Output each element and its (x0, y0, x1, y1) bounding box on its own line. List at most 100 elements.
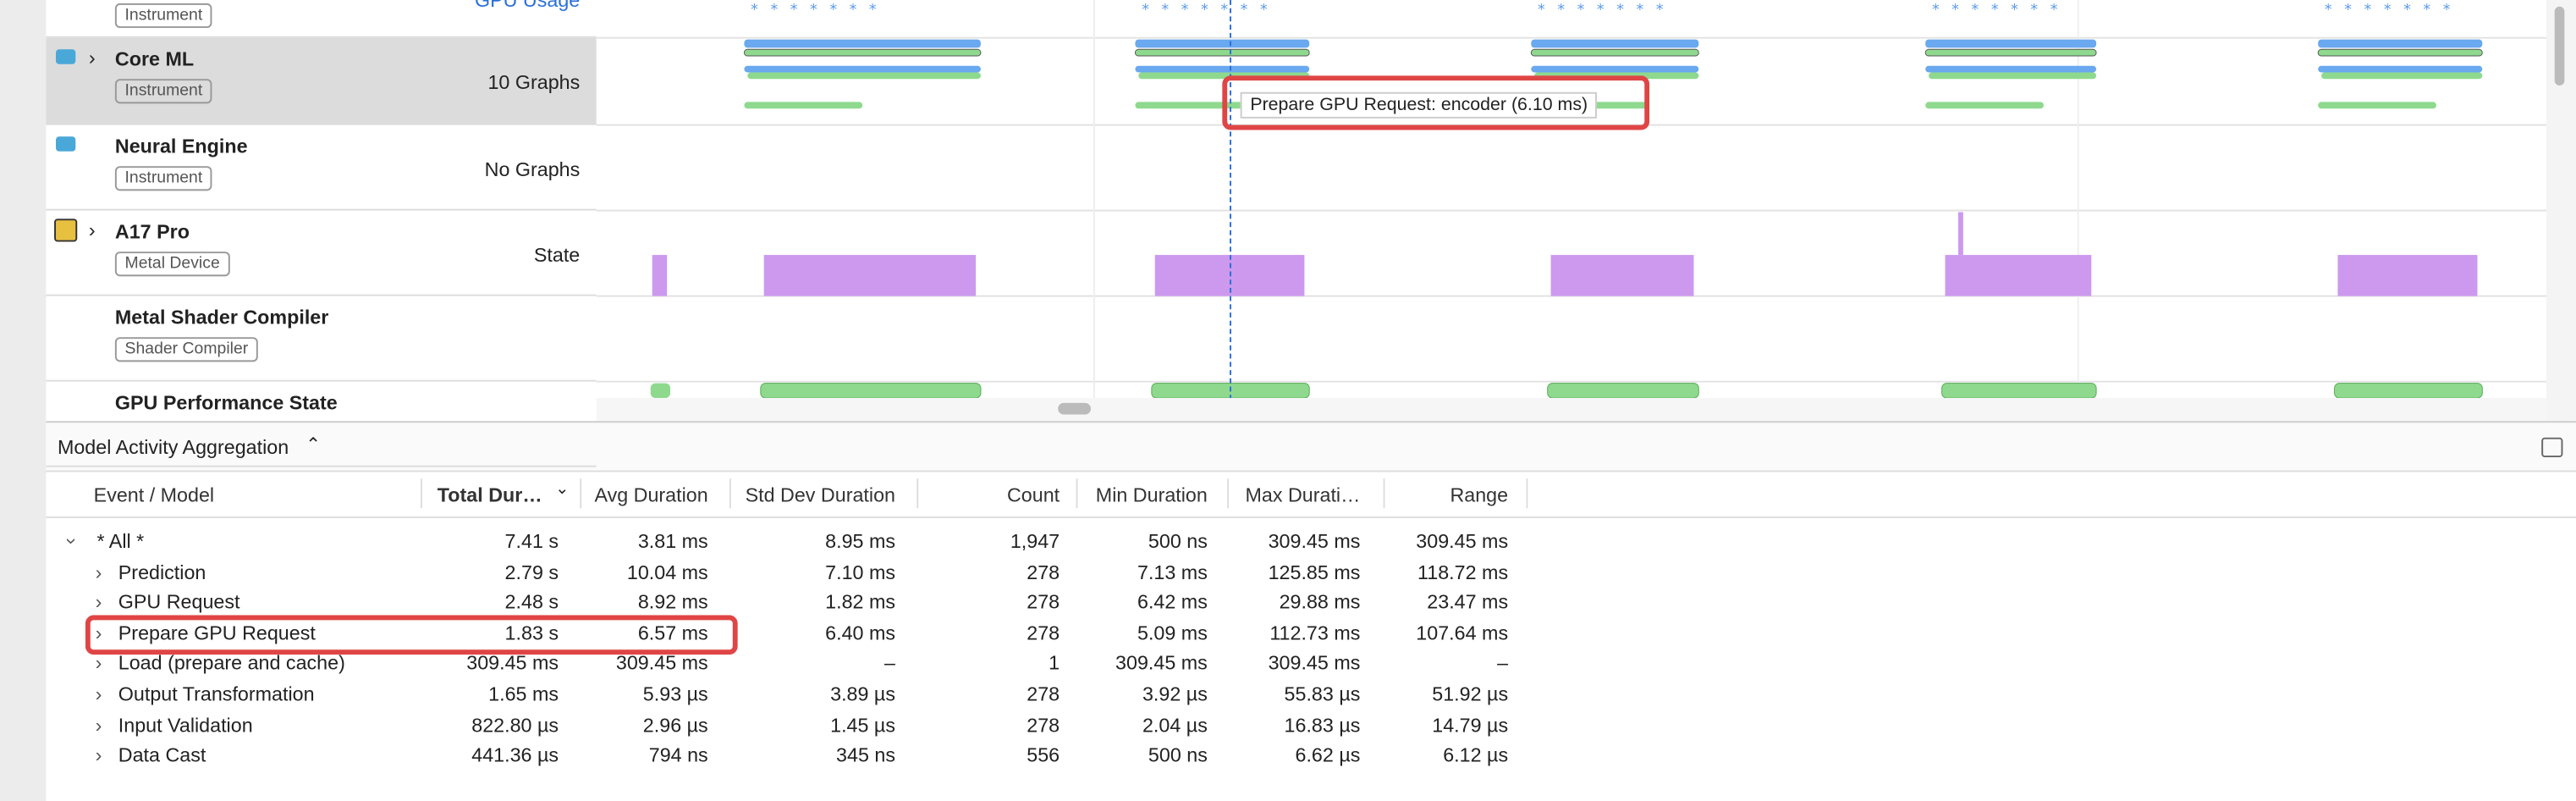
track-badge: Metal Device (114, 251, 230, 277)
table-cell: 278 (1027, 682, 1060, 706)
table-cell: 6.12 µs (1443, 743, 1509, 767)
table-cell: 23.47 ms (1427, 590, 1509, 614)
column-header[interactable]: Avg Duration (594, 483, 708, 507)
table-cell: 7.41 s (504, 529, 559, 553)
event-flag: ⁎ (2423, 0, 2430, 14)
event-flag: ⁎ (1557, 0, 1565, 14)
track-name: A17 Pro (114, 220, 190, 244)
table-cell: Data Cast (118, 743, 206, 767)
event-flag: ⁎ (1538, 0, 1545, 14)
panel-title[interactable]: Model Activity Aggregation (57, 435, 289, 459)
event-flag: ⁎ (751, 0, 758, 14)
green-state (1547, 383, 1699, 399)
green-interval (2321, 72, 2483, 80)
column-separator (420, 478, 422, 509)
table-cell: 309.45 ms (1268, 529, 1361, 553)
column-separator (1383, 478, 1385, 509)
table-cell: Prepare GPU Request (118, 621, 316, 645)
event-flag: ⁎ (1161, 0, 1169, 14)
disclosure[interactable]: › (95, 651, 102, 676)
column-header[interactable]: Total Dur… (437, 483, 542, 507)
column-header[interactable]: Min Duration (1095, 483, 1208, 507)
event-flag: ⁎ (1220, 0, 1228, 14)
table-cell: 2.48 s (504, 590, 559, 614)
column-separator (1076, 478, 1078, 509)
event-flag: ⁎ (2443, 0, 2451, 14)
green-state (760, 383, 982, 399)
h-scrollbar (596, 398, 2547, 422)
track-row: GPU Performance State (46, 382, 597, 467)
track-icon (56, 49, 76, 64)
blue-interval (2318, 65, 2483, 73)
purple-state (1550, 255, 1694, 296)
event-flag: ⁎ (810, 0, 817, 14)
track-name: Metal Shader Compiler (114, 306, 329, 329)
event-flag: ⁎ (1142, 0, 1149, 14)
green-interval (2318, 102, 2436, 109)
event-flag: ⁎ (1616, 0, 1624, 14)
table-cell: 6.57 ms (637, 621, 708, 645)
event-flag: ⁎ (790, 0, 798, 14)
table-cell: 112.73 ms (1269, 621, 1361, 645)
column-separator (729, 478, 731, 509)
event-flag: ⁎ (2384, 0, 2392, 14)
green-interval (2317, 48, 2483, 57)
disclosure[interactable]: › (95, 560, 102, 583)
track-name: Core ML (114, 47, 195, 71)
table-cell: 55.83 µs (1284, 682, 1361, 706)
inspector-toggle[interactable] (2541, 437, 2563, 458)
table-cell: 309.45 ms (466, 651, 559, 676)
table-cell: Load (prepare and cache) (118, 651, 345, 676)
column-header[interactable]: Range (1450, 483, 1509, 507)
green-interval (744, 102, 863, 109)
column-header[interactable]: Event / Model (93, 483, 215, 507)
table-cell: 5.93 µs (642, 682, 708, 706)
column-header[interactable]: Std Dev Duration (745, 483, 896, 507)
table-cell: 309.45 ms (615, 651, 708, 676)
blue-interval (1925, 65, 2097, 73)
track-icon (56, 136, 76, 152)
green-interval (747, 72, 981, 80)
column-header[interactable]: Max Durati… (1245, 483, 1361, 507)
table-cell: 794 ns (648, 743, 708, 767)
disclosure[interactable]: › (95, 743, 102, 767)
event-flag: ⁎ (1260, 0, 1268, 14)
purple-state (1958, 212, 1963, 256)
disclosure[interactable]: › (88, 218, 96, 242)
track-detail: No Graphs (484, 157, 581, 181)
disclosure[interactable]: › (95, 621, 102, 645)
disclosure[interactable]: › (95, 682, 102, 706)
table-cell: 125.85 ms (1268, 560, 1361, 583)
disclosure[interactable]: › (95, 713, 102, 737)
table-cell: 309.45 ms (1268, 651, 1361, 676)
table-cell: Output Transformation (118, 682, 315, 706)
event-flag: ⁎ (1951, 0, 1959, 14)
table-cell: 3.89 µs (830, 682, 896, 706)
table-cell: – (884, 651, 896, 676)
table-cell: 8.95 ms (825, 529, 896, 553)
event-flag: ⁎ (1991, 0, 1999, 14)
purple-state (652, 255, 668, 296)
green-state (1941, 383, 2097, 399)
table-cell: Prediction (118, 560, 206, 583)
column-separator (580, 478, 582, 509)
disclosure[interactable]: › (95, 590, 102, 614)
table-cell: 6.62 µs (1295, 743, 1361, 767)
table-cell: 1.65 ms (488, 682, 559, 706)
purple-state (2337, 255, 2478, 296)
disclosure[interactable]: › (60, 538, 85, 544)
event-flag: ⁎ (1597, 0, 1604, 14)
track-detail: GPU Usage (474, 0, 581, 12)
event-flag: ⁎ (1932, 0, 1940, 14)
table-cell: * All * (96, 529, 145, 553)
table-cell: 3.92 µs (1142, 682, 1208, 706)
table-cell: 309.45 ms (1115, 651, 1208, 676)
green-state (650, 383, 671, 399)
disclosure[interactable]: › (88, 46, 96, 69)
track-row: Core ML Instrument 10 Graphs › (46, 38, 597, 125)
table-cell: 822.80 µs (471, 713, 559, 737)
column-header[interactable]: Count (1006, 483, 1060, 507)
event-flag: ⁎ (1181, 0, 1189, 14)
track-name: GPU Performance State (114, 391, 338, 415)
table-cell: 6.40 ms (825, 621, 896, 645)
